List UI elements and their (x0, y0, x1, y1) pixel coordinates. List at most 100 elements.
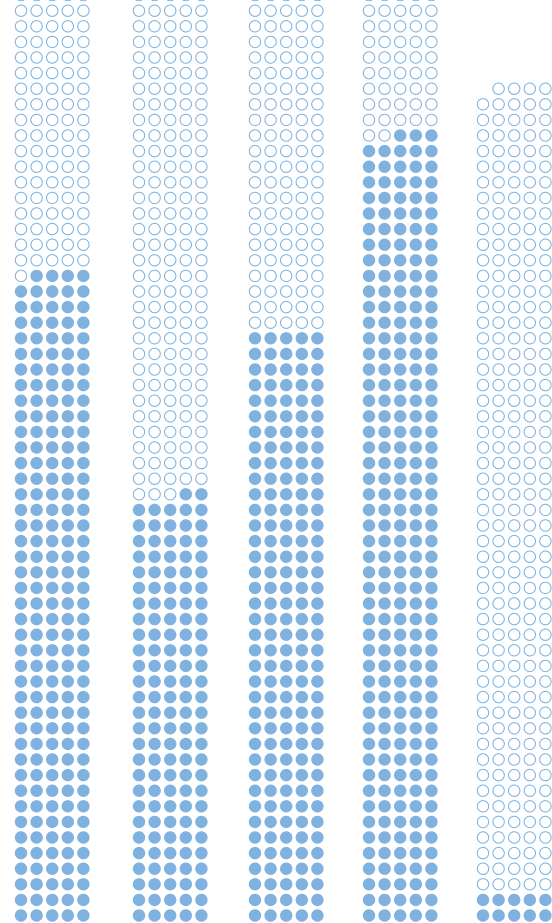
waffle-dot-filled (295, 378, 308, 392)
waffle-dot-empty (132, 51, 146, 64)
waffle-dot-empty (476, 722, 490, 735)
waffle-dot-filled (409, 722, 422, 735)
waffle-dot-empty (195, 472, 208, 485)
waffle-dot-filled (409, 332, 422, 345)
waffle-dot-filled (378, 378, 391, 392)
waffle-dot-empty (508, 191, 521, 205)
waffle-dot-filled (295, 768, 308, 782)
waffle-dot-empty (46, 51, 59, 64)
waffle-dot-filled (195, 597, 208, 610)
waffle-dot-filled (61, 597, 74, 610)
waffle-dot-filled (264, 612, 277, 626)
waffle-dot-filled (295, 425, 308, 439)
waffle-dot-filled (195, 846, 208, 860)
waffle-dot-empty (132, 394, 146, 407)
waffle-dot-empty (280, 191, 293, 205)
waffle-dot-empty (476, 581, 490, 595)
waffle-dot-filled (362, 784, 376, 797)
waffle-dot-filled (46, 581, 59, 595)
waffle-dot-filled (132, 644, 146, 657)
waffle-dot-empty (148, 238, 161, 251)
waffle-dot-empty (492, 862, 505, 875)
waffle-dot-empty (492, 456, 505, 470)
waffle-dot-filled (179, 550, 192, 563)
waffle-dot-filled (409, 238, 422, 251)
waffle-dot-empty (539, 862, 552, 875)
waffle-dot-empty (148, 347, 161, 361)
waffle-dot-empty (30, 254, 43, 267)
waffle-dot-filled (30, 472, 43, 485)
waffle-dot-empty (14, 129, 28, 142)
waffle-dot-filled (280, 550, 293, 563)
waffle-dot-filled (264, 363, 277, 376)
waffle-dot-empty (539, 285, 552, 298)
waffle-dot-filled (264, 534, 277, 548)
waffle-dot-filled (164, 644, 177, 657)
waffle-dot-filled (394, 378, 407, 392)
waffle-dot-filled (14, 332, 28, 345)
waffle-dot-filled (248, 519, 262, 532)
waffle-dot-empty (295, 35, 308, 49)
waffle-dot-empty (30, 4, 43, 17)
waffle-dot-filled (77, 597, 90, 610)
waffle-dot-filled (425, 909, 438, 922)
waffle-dot-empty (476, 316, 490, 329)
waffle-dot-filled (46, 706, 59, 719)
waffle-dot-filled (311, 441, 324, 454)
waffle-dot-empty (195, 285, 208, 298)
waffle-dot-empty (30, 113, 43, 127)
waffle-dot-empty (311, 316, 324, 329)
waffle-dot-empty (476, 394, 490, 407)
waffle-dot-filled (77, 675, 90, 688)
waffle-dot-filled (30, 534, 43, 548)
waffle-dot-empty (77, 113, 90, 127)
waffle-dot-filled (409, 285, 422, 298)
waffle-dot-empty (311, 144, 324, 158)
waffle-dot-empty (508, 332, 521, 345)
waffle-dot-filled (280, 534, 293, 548)
waffle-dot-filled (77, 394, 90, 407)
waffle-dot-empty (523, 191, 536, 205)
waffle-dot-filled (179, 878, 192, 891)
waffle-dot-empty (195, 66, 208, 80)
waffle-dot-filled (295, 581, 308, 595)
waffle-dot-filled (264, 878, 277, 891)
waffle-dot-filled (264, 846, 277, 860)
waffle-dot-empty (195, 51, 208, 64)
waffle-dot-empty (539, 784, 552, 797)
waffle-dot-filled (280, 488, 293, 501)
waffle-dot-empty (280, 82, 293, 95)
waffle-dot-filled (409, 706, 422, 719)
waffle-dot-filled (46, 534, 59, 548)
waffle-dot-filled (61, 316, 74, 329)
waffle-dot-empty (508, 378, 521, 392)
waffle-dot-empty (508, 550, 521, 563)
waffle-dot-empty (77, 35, 90, 49)
waffle-dot-filled (14, 846, 28, 860)
waffle-dot-empty (280, 113, 293, 127)
waffle-dot-empty (132, 176, 146, 189)
waffle-dot-filled (295, 441, 308, 454)
waffle-dot-filled (248, 550, 262, 563)
waffle-dot-filled (179, 831, 192, 844)
waffle-dot-filled (425, 550, 438, 563)
waffle-dot-empty (539, 441, 552, 454)
waffle-dot-empty (132, 332, 146, 345)
waffle-dot-filled (264, 378, 277, 392)
waffle-dot-empty (394, 113, 407, 127)
waffle-dot-empty (14, 35, 28, 49)
waffle-dot-empty (508, 207, 521, 220)
waffle-dot-empty (195, 176, 208, 189)
waffle-dot-empty (264, 222, 277, 236)
waffle-dot-empty (523, 644, 536, 657)
waffle-dot-filled (311, 706, 324, 719)
waffle-dot-empty (264, 4, 277, 17)
waffle-dot-empty (248, 316, 262, 329)
waffle-dot-filled (77, 566, 90, 579)
waffle-dot-filled (378, 706, 391, 719)
waffle-dot-empty (61, 254, 75, 267)
waffle-dot-empty (248, 207, 262, 220)
waffle-dot-empty (179, 285, 193, 298)
waffle-dot-empty (508, 269, 521, 283)
waffle-dot-filled (14, 534, 28, 548)
